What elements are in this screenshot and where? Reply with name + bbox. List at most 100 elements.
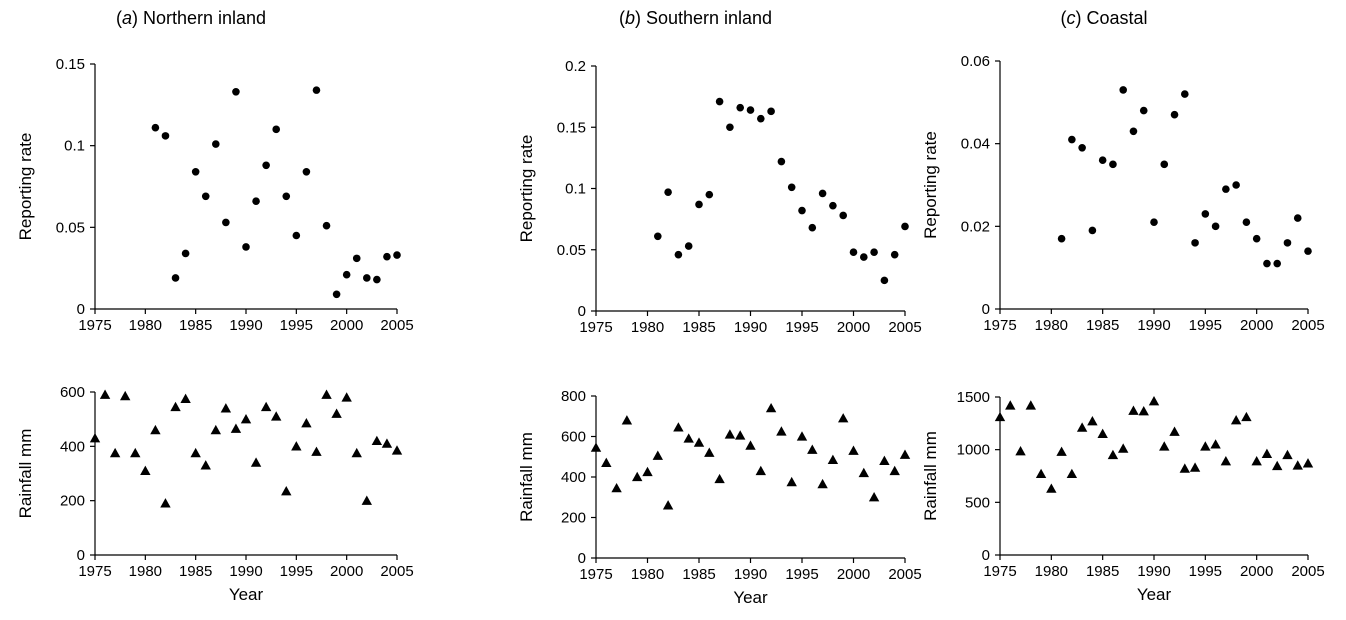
x-tick-label: 1985 <box>682 566 715 583</box>
data-point <box>901 222 909 231</box>
x-tick-label: 1985 <box>682 319 715 336</box>
panel-c: 0 0.02 0.04 0.06 1975 1980 1985 1990 1995 2000 200… <box>921 8 1325 334</box>
data-point <box>1066 468 1078 479</box>
x-tick-label: 1995 <box>280 317 313 334</box>
data-point <box>1056 446 1067 456</box>
data-point <box>890 250 899 259</box>
y-tick-label: 0.15 <box>56 56 85 73</box>
x-tick-label: 1975 <box>983 317 1016 334</box>
y-tick-label: 0.05 <box>557 242 586 259</box>
data-point <box>1129 127 1138 136</box>
x-tick-label: 1985 <box>179 317 212 334</box>
data-point <box>242 243 250 251</box>
x-axis-title: Year <box>1137 585 1172 604</box>
y-tick-label: 0 <box>77 301 85 318</box>
x-tick-label: 1985 <box>179 563 212 580</box>
data-point <box>735 430 746 440</box>
data-point <box>201 192 210 201</box>
y-tick-label: 0.15 <box>557 119 586 136</box>
data-point <box>351 447 362 458</box>
data-point <box>1272 460 1283 471</box>
data-point <box>827 454 839 464</box>
data-point <box>151 123 160 132</box>
data-point <box>160 498 171 508</box>
data-point <box>260 401 272 412</box>
x-tick-label: 1995 <box>1189 563 1222 580</box>
panel-title-open: ( <box>619 8 625 28</box>
data-point <box>818 189 827 198</box>
data-point <box>994 411 1006 422</box>
data-point <box>272 125 281 134</box>
data-point <box>1282 449 1293 460</box>
y-tick-label: 800 <box>561 388 586 405</box>
y-axis-title: Rainfall mm <box>16 429 35 519</box>
data-point <box>807 444 818 454</box>
y-tick-label: 0 <box>982 301 990 318</box>
y-axis-title: Reporting rate <box>517 135 536 243</box>
data-point <box>1098 156 1107 164</box>
y-tick-label: 200 <box>561 510 586 527</box>
data-point <box>755 465 766 476</box>
data-point <box>695 200 703 209</box>
data-point <box>1005 400 1016 410</box>
data-point <box>1076 422 1088 432</box>
data-point <box>1211 222 1220 231</box>
y-tick-label: 0 <box>578 550 586 567</box>
data-point <box>240 413 252 424</box>
data-point <box>664 188 672 196</box>
data-point <box>191 168 200 176</box>
data-point <box>371 435 383 446</box>
panel-title-close: ) <box>132 8 138 28</box>
data-point <box>321 389 332 399</box>
data-point <box>860 253 868 261</box>
data-point <box>1046 483 1057 493</box>
data-point <box>130 447 141 458</box>
data-point <box>391 445 403 455</box>
data-point <box>1170 110 1179 119</box>
data-point <box>302 168 311 176</box>
data-point <box>693 437 705 447</box>
x-tick-label: 2000 <box>837 566 870 583</box>
data-point <box>140 465 151 475</box>
x-tick-label: 1980 <box>1035 563 1068 580</box>
data-point <box>838 413 849 423</box>
data-point <box>868 492 880 502</box>
data-point <box>673 422 684 432</box>
data-point <box>363 274 371 282</box>
data-point <box>808 223 817 232</box>
panel-b: 0 0.05 0.1 0.15 0.2 1975 1980 1985 1990 1995 2000 2… <box>517 8 922 336</box>
data-point <box>342 270 351 279</box>
x-tick-label: 1995 <box>1189 317 1222 334</box>
data-point <box>849 248 858 256</box>
data-point <box>1139 106 1148 115</box>
data-point <box>341 392 352 402</box>
x-tick-label: 1975 <box>78 317 111 334</box>
panel-a-rain: 0 200 400 600 1975 1980 1985 1990 1995 2000 2005 Ra… <box>16 384 414 604</box>
data-point <box>870 248 878 256</box>
x-tick-label: 2000 <box>330 317 363 334</box>
y-axis-title: Reporting rate <box>16 133 35 241</box>
y-tick-label: 500 <box>965 494 990 511</box>
data-point <box>1302 458 1314 468</box>
y-tick-label: 400 <box>60 438 85 455</box>
data-point <box>150 424 161 435</box>
x-tick-label: 2000 <box>1240 563 1273 580</box>
data-point <box>1088 226 1097 235</box>
x-axis-title: Year <box>229 585 264 604</box>
x-tick-label: 1995 <box>785 319 818 336</box>
data-point <box>767 107 775 116</box>
x-tick-label: 1995 <box>785 566 818 583</box>
data-point <box>776 426 787 436</box>
data-point <box>1109 160 1117 169</box>
data-point <box>1261 448 1273 459</box>
x-tick-label: 2005 <box>380 563 413 580</box>
data-point <box>373 275 381 284</box>
x-tick-label: 1980 <box>1035 317 1068 334</box>
data-point <box>230 423 242 433</box>
data-point <box>292 231 301 240</box>
data-point <box>271 411 282 421</box>
data-point <box>621 415 633 425</box>
data-point <box>120 390 131 401</box>
data-point <box>705 190 714 199</box>
data-point <box>232 87 240 96</box>
